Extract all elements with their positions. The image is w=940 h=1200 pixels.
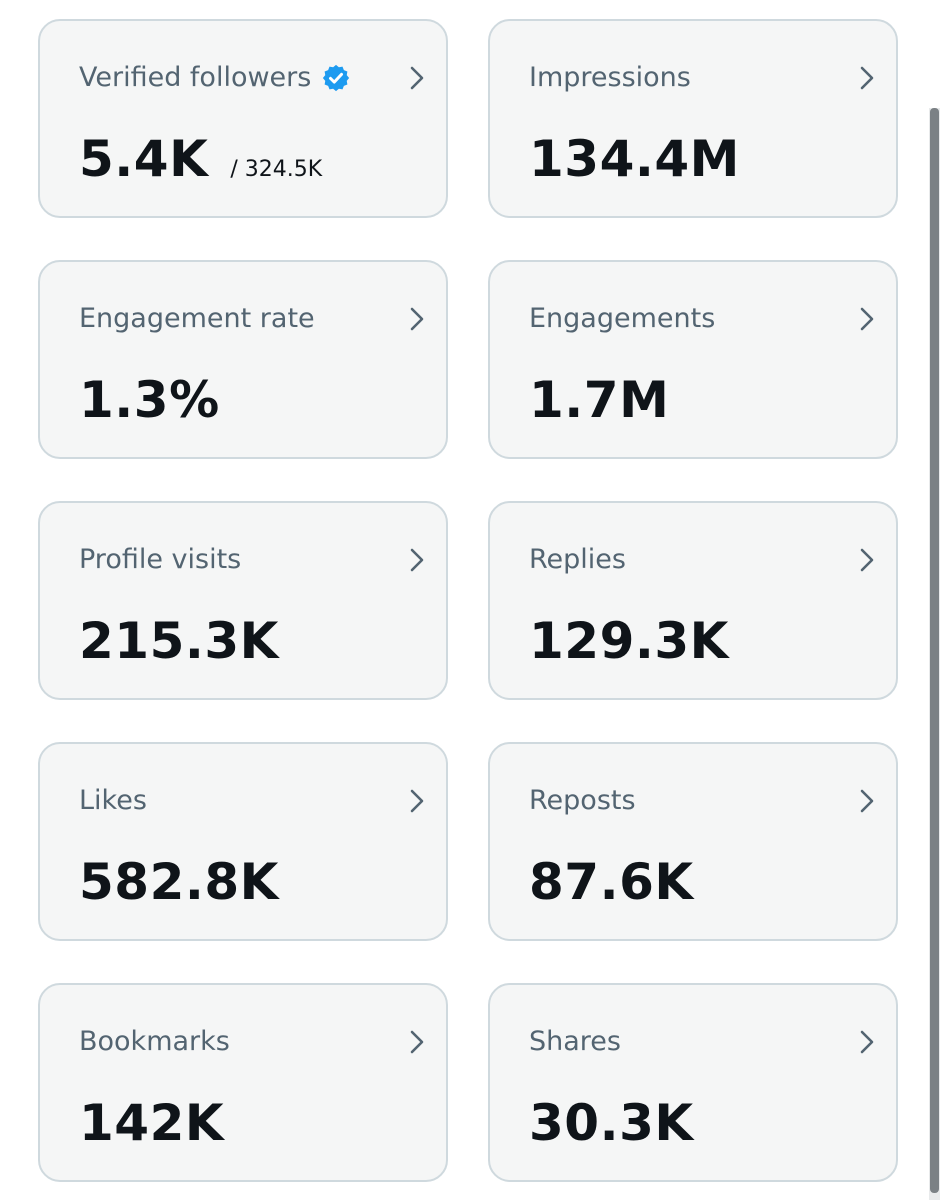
metric-value-row: 30.3K xyxy=(529,1093,694,1153)
metric-card-impressions[interactable]: Impressions 134.4M xyxy=(488,19,898,218)
metric-total-value: / 324.5K xyxy=(230,157,323,182)
metric-card-likes[interactable]: Likes 582.8K xyxy=(38,742,448,941)
metric-value-row: 1.7M xyxy=(529,370,669,430)
metric-card-profile-visits[interactable]: Profile visits 215.3K xyxy=(38,501,448,700)
metric-value-row: 87.6K xyxy=(529,852,694,912)
metric-card-engagements[interactable]: Engagements 1.7M xyxy=(488,260,898,459)
metric-value: 215.3K xyxy=(79,612,279,670)
metric-value: 30.3K xyxy=(529,1094,694,1152)
metric-card-reposts[interactable]: Reposts 87.6K xyxy=(488,742,898,941)
metric-label: Bookmarks xyxy=(79,1026,230,1057)
metric-value-row: 142K xyxy=(79,1093,224,1153)
chevron-right-icon[interactable] xyxy=(856,306,878,332)
metric-value-row: 5.4K / 324.5K xyxy=(79,129,322,189)
metric-value: 1.7M xyxy=(529,371,670,429)
metric-value-row: 129.3K xyxy=(529,611,729,671)
metric-label: Profile visits xyxy=(79,544,242,575)
metric-label: Likes xyxy=(79,785,147,816)
verified-badge-icon xyxy=(321,63,351,93)
metric-card-verified-followers[interactable]: Verified followers 5.4K / 324.5K xyxy=(38,19,448,218)
metric-value: 134.4M xyxy=(529,130,740,188)
scrollbar-thumb[interactable] xyxy=(930,108,939,1193)
metric-card-bookmarks[interactable]: Bookmarks 142K xyxy=(38,983,448,1182)
chevron-right-icon[interactable] xyxy=(856,788,878,814)
metric-label: Engagements xyxy=(529,303,716,334)
metric-value: 5.4K xyxy=(79,130,209,188)
metric-value: 582.8K xyxy=(79,853,279,911)
metric-label: Engagement rate xyxy=(79,303,315,334)
chevron-right-icon[interactable] xyxy=(406,547,428,573)
metric-label: Impressions xyxy=(529,62,691,93)
metric-value: 142K xyxy=(79,1094,225,1152)
chevron-right-icon[interactable] xyxy=(406,788,428,814)
chevron-right-icon[interactable] xyxy=(856,547,878,573)
metric-value: 129.3K xyxy=(529,612,729,670)
metric-card-shares[interactable]: Shares 30.3K xyxy=(488,983,898,1182)
metric-label: Reposts xyxy=(529,785,636,816)
metric-label-row: Verified followers xyxy=(79,61,351,95)
metric-value-row: 582.8K xyxy=(79,852,279,912)
chevron-right-icon[interactable] xyxy=(406,1029,428,1055)
metric-label: Replies xyxy=(529,544,626,575)
metric-value-row: 134.4M xyxy=(529,129,740,189)
metric-label: Shares xyxy=(529,1026,621,1057)
metric-value-row: 1.3% xyxy=(79,370,220,430)
metric-card-replies[interactable]: Replies 129.3K xyxy=(488,501,898,700)
chevron-right-icon[interactable] xyxy=(406,306,428,332)
chevron-right-icon[interactable] xyxy=(856,1029,878,1055)
chevron-right-icon[interactable] xyxy=(406,65,428,91)
metric-value: 1.3% xyxy=(79,371,220,429)
metric-label: Verified followers xyxy=(79,62,312,93)
metric-value: 87.6K xyxy=(529,853,694,911)
metric-value-row: 215.3K xyxy=(79,611,279,671)
chevron-right-icon[interactable] xyxy=(856,65,878,91)
metric-card-engagement-rate[interactable]: Engagement rate 1.3% xyxy=(38,260,448,459)
